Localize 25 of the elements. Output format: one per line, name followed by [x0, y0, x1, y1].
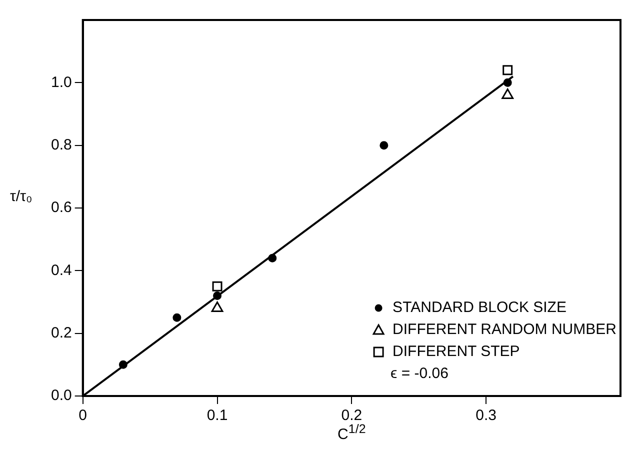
point	[212, 281, 222, 292]
point	[118, 360, 128, 369]
x-tick-label: 0.1	[206, 407, 228, 424]
point	[211, 302, 224, 312]
y-axis-title: τ/τ₀	[10, 188, 32, 205]
point	[213, 291, 222, 300]
legend-label: STANDARD BLOCK SIZE	[392, 299, 566, 316]
x-tick-label: 0	[78, 407, 88, 424]
x-axis-title: C$^{1/2}$	[338, 422, 366, 443]
point	[172, 313, 182, 322]
y-tick-label: 1.0	[50, 74, 72, 91]
point	[503, 78, 512, 87]
y-tick-label: 0.6	[50, 199, 72, 216]
x-tick-label: 0.2	[341, 407, 362, 424]
legend-label: DIFFERENT RANDOM NUMBER	[392, 321, 617, 338]
x-tick-label: 0.3	[476, 407, 497, 424]
point	[502, 65, 513, 76]
y-tick-label: 0.2	[50, 324, 72, 342]
annotation: ϵ = -0.06	[390, 365, 448, 382]
legend-label: DIFFERENT STEP	[392, 343, 520, 360]
point	[268, 254, 277, 262]
y-tick-label: 0.8	[50, 136, 72, 154]
y-tick-label: 0.0	[50, 387, 72, 404]
point	[380, 141, 388, 150]
y-tick-label: 0.4	[50, 262, 72, 279]
